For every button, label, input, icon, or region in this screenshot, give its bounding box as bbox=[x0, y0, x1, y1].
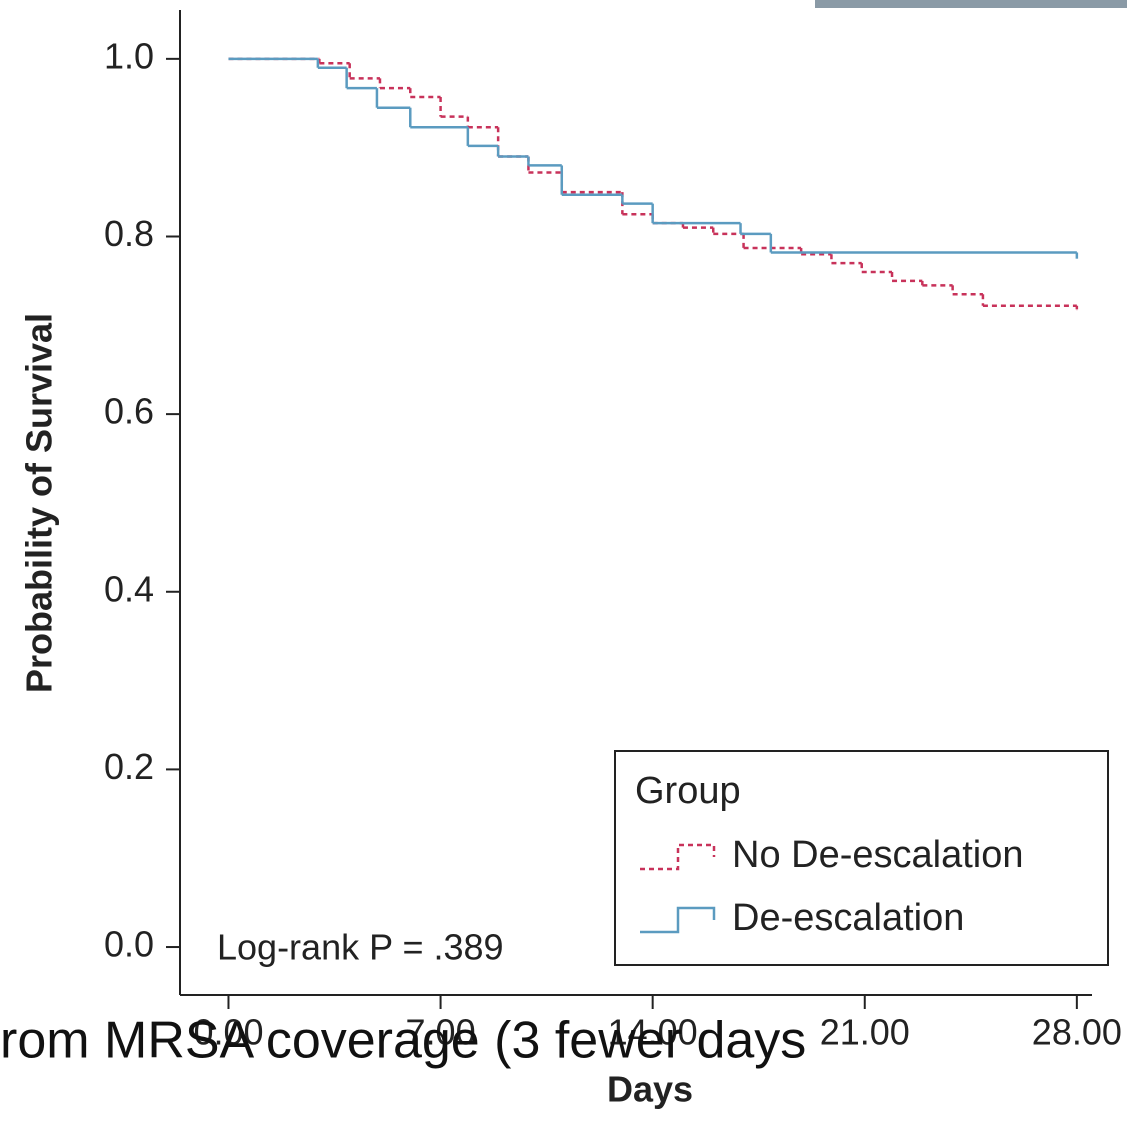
y-tick-label: 0.4 bbox=[104, 568, 154, 609]
legend-swatch bbox=[640, 843, 716, 871]
legend-label: De-escalation bbox=[732, 897, 964, 939]
x-tick-label: 14.00 bbox=[608, 1012, 698, 1053]
y-tick-label: 0.6 bbox=[104, 391, 154, 432]
x-tick-label: 21.00 bbox=[820, 1012, 910, 1053]
legend-label: No De-escalation bbox=[732, 834, 1023, 876]
image-fragment bbox=[815, 0, 1127, 8]
x-tick-label: 0.00 bbox=[193, 1012, 263, 1053]
legend-box bbox=[614, 750, 1109, 966]
x-axis-label: Days bbox=[607, 1069, 693, 1110]
y-tick-label: 0.8 bbox=[104, 213, 154, 254]
annotation: Log-rank P = .389 bbox=[217, 927, 504, 968]
legend-swatch bbox=[640, 906, 716, 934]
x-tick-label: 28.00 bbox=[1032, 1012, 1122, 1053]
y-tick-label: 0.2 bbox=[104, 746, 154, 787]
x-tick-label: 7.00 bbox=[406, 1012, 476, 1053]
y-axis-label: Probability of Survival bbox=[19, 313, 60, 693]
y-tick-label: 0.0 bbox=[104, 924, 154, 965]
y-tick-label: 1.0 bbox=[104, 35, 154, 76]
caption-fragment: rom MRSA coverage (3 fewer days bbox=[0, 1012, 806, 1070]
legend-title: Group bbox=[635, 770, 741, 812]
